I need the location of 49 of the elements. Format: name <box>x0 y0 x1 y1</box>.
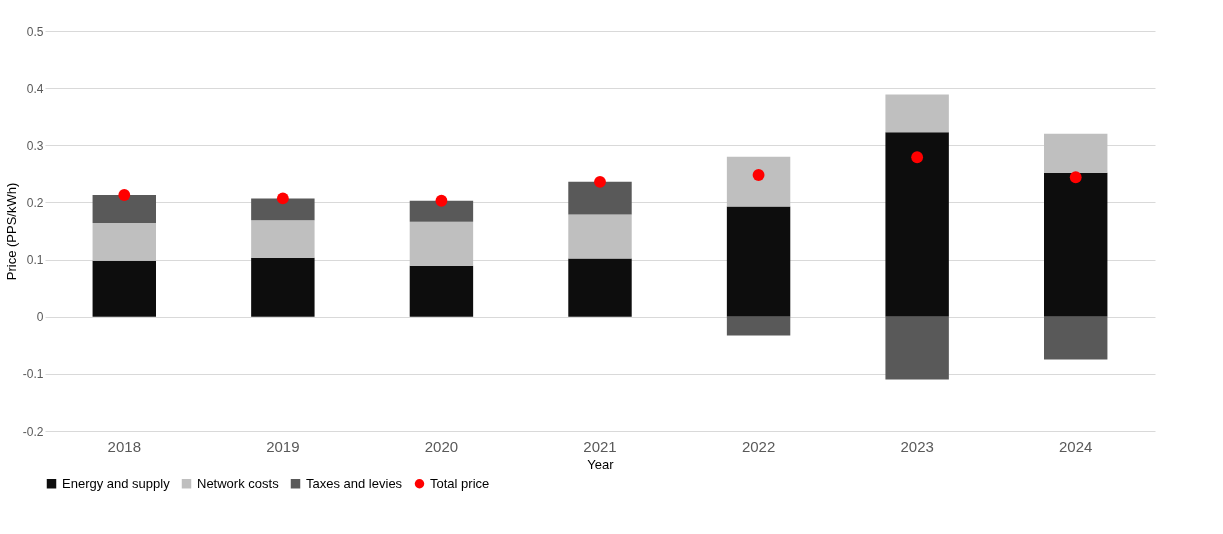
legend-label: Energy and supply <box>62 475 171 491</box>
bar <box>251 257 315 317</box>
bar <box>92 260 156 317</box>
x-tick-label: 2021 <box>583 437 617 455</box>
y-tick-label: -0.2 <box>22 424 44 439</box>
legend-label: Taxes and levies <box>306 475 403 491</box>
bar <box>92 223 156 261</box>
bar <box>568 258 632 317</box>
bar <box>885 94 949 133</box>
bar <box>251 198 315 221</box>
x-tick-label: 2022 <box>741 437 776 455</box>
y-tick-label: -0.1 <box>22 367 44 382</box>
bar <box>885 316 949 380</box>
bar <box>1044 316 1108 360</box>
y-tick-label: 0.2 <box>26 195 44 210</box>
bar <box>568 181 632 215</box>
bar <box>568 214 632 259</box>
bar <box>1044 172 1108 317</box>
point <box>911 151 924 164</box>
x-tick-label: 2020 <box>424 437 459 455</box>
bar <box>409 221 474 266</box>
bar <box>1044 133 1108 173</box>
y-axis-title: Price (PPS/kWh) <box>3 182 19 281</box>
bar <box>726 316 791 336</box>
legend-label: Total price <box>430 475 490 491</box>
bar <box>251 220 315 258</box>
point <box>435 194 448 207</box>
x-axis-title: Year <box>587 456 615 472</box>
x-tick-label: 2019 <box>266 437 300 455</box>
x-tick-label: 2018 <box>107 437 141 455</box>
bar <box>92 195 156 223</box>
bar <box>726 156 791 207</box>
bar <box>409 200 474 222</box>
x-tick-label: 2024 <box>1059 437 1093 455</box>
bar <box>885 132 949 317</box>
point <box>594 175 606 188</box>
point <box>752 169 765 181</box>
point <box>118 189 131 201</box>
y-tick-label: 0.5 <box>26 24 44 39</box>
y-tick-label: 0.3 <box>26 138 44 153</box>
y-tick-label: 0.4 <box>26 81 44 96</box>
x-tick-label: 2023 <box>900 437 934 455</box>
y-tick-label: 0 <box>36 310 44 325</box>
y-tick-label: 0.1 <box>26 253 44 268</box>
point <box>1069 171 1082 184</box>
point <box>276 192 289 205</box>
legend-label: Network costs <box>197 475 280 491</box>
bar <box>726 206 791 317</box>
bar <box>409 265 474 317</box>
